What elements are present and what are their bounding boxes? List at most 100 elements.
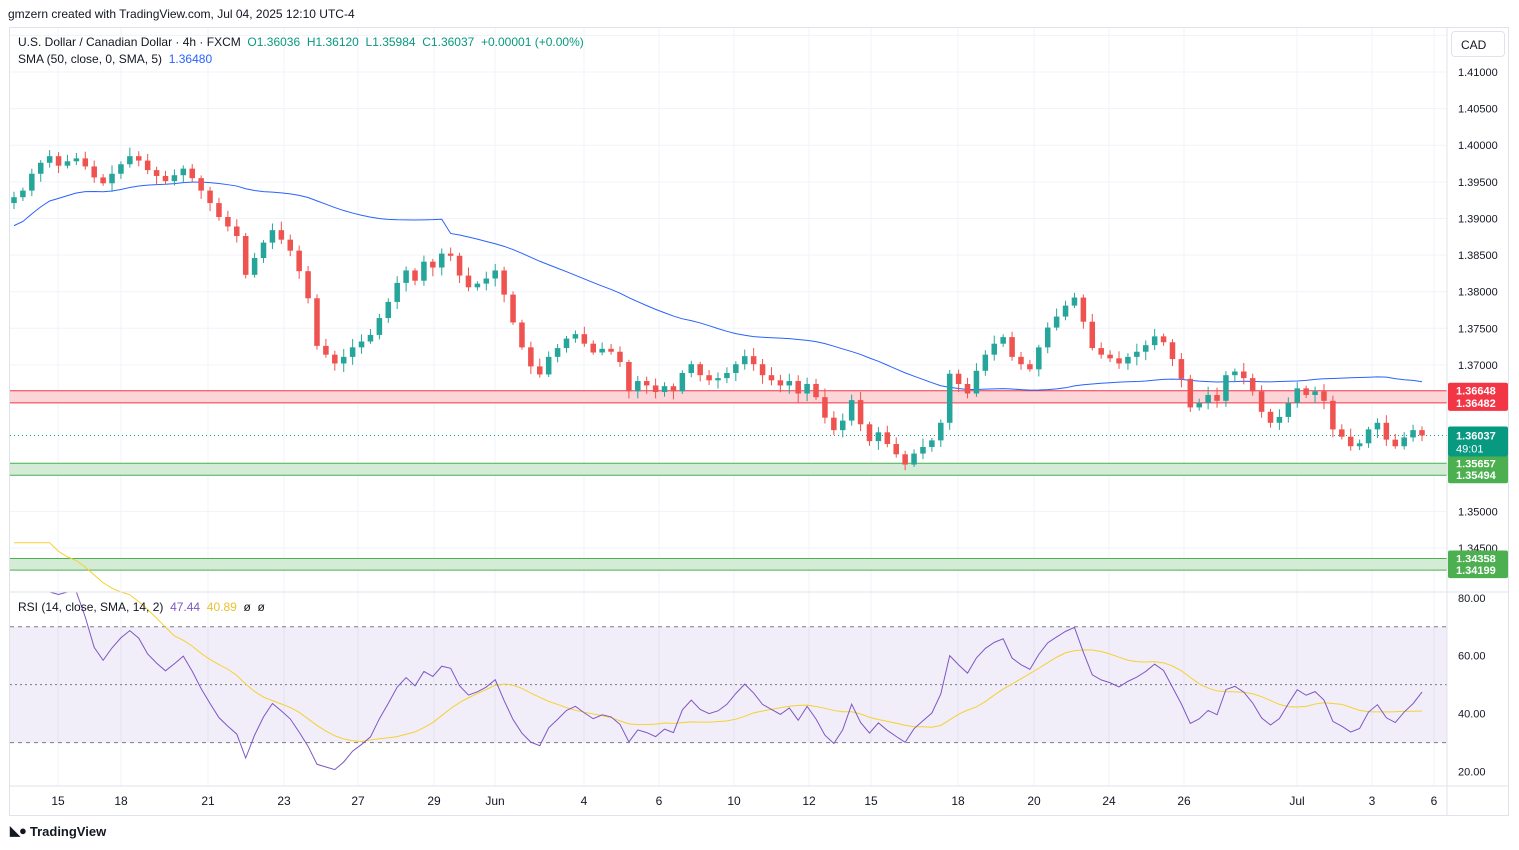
candle-body [153, 170, 160, 176]
rsi-band-fill [10, 626, 1447, 743]
candle-body [1125, 356, 1131, 364]
candle-body [82, 158, 89, 167]
time-tick-label: 26 [1177, 794, 1191, 808]
candle-body [920, 446, 926, 454]
candle-body [795, 381, 801, 394]
candle-body [875, 432, 882, 442]
candle-body [813, 383, 819, 398]
candle-body [1205, 394, 1211, 404]
candle-body [839, 420, 846, 431]
zone-price-tag [1448, 394, 1508, 411]
time-tick-label: 27 [351, 794, 365, 808]
candle-body [652, 385, 659, 393]
candle-body [991, 343, 998, 355]
time-tick-label: 18 [114, 794, 128, 808]
candle-body [1374, 422, 1381, 430]
candle-body [679, 372, 686, 392]
rsi-tick-label: 20.00 [1458, 767, 1486, 779]
candle-body [1285, 403, 1292, 417]
candle-body [866, 424, 873, 442]
candle-body [305, 271, 311, 299]
candle-body [1080, 297, 1087, 322]
candle-body [1356, 443, 1363, 447]
price-zones [10, 390, 1448, 571]
candle-body [55, 156, 62, 166]
candle-body [20, 190, 26, 198]
candle-body [929, 440, 935, 447]
candle-body [465, 275, 472, 288]
candle-body [376, 318, 383, 335]
candle-body [804, 383, 810, 394]
time-tick-label: 6 [1431, 794, 1438, 808]
candle-body [510, 294, 516, 323]
candle-body [590, 343, 597, 353]
candle-body [332, 354, 338, 364]
zone-price-tag [1448, 467, 1508, 484]
candle-body [661, 386, 668, 393]
time-tick-label: Jun [485, 794, 504, 808]
candle-body [715, 378, 721, 381]
rsi-legend[interactable]: RSI (14, close, SMA, 14, 2) 47.44 40.89 … [18, 600, 265, 614]
candle-body [216, 203, 222, 217]
candle-body [198, 178, 204, 191]
candle-body [1321, 391, 1327, 401]
candle-body [519, 322, 525, 348]
candle-body [697, 364, 703, 376]
price-tick-label: 1.35000 [1458, 506, 1498, 518]
candle-body [643, 381, 650, 386]
candle-body [1169, 342, 1176, 360]
sma-value: 1.36480 [168, 52, 213, 66]
candle-body [109, 173, 115, 184]
candle-body [1000, 337, 1006, 344]
time-tick-label: 15 [864, 794, 878, 808]
candle-body [1196, 403, 1202, 408]
high-value: H1.36120 [306, 35, 359, 49]
candle-body [964, 383, 971, 394]
candle-body [599, 348, 605, 353]
candle-body [189, 168, 195, 179]
price-tick-label: 1.41000 [1458, 67, 1498, 79]
candle-body [1401, 437, 1407, 447]
candle-body [911, 453, 917, 465]
candle-body [1107, 354, 1113, 359]
tradingview-logo[interactable]: ◣● TradingView [10, 823, 106, 839]
price-tick-label: 1.39000 [1458, 213, 1498, 225]
sma-legend[interactable]: SMA (50, close, 0, SMA, 5) 1.36480 [18, 52, 212, 66]
candle-body [385, 301, 392, 319]
candle-body [1027, 364, 1033, 370]
candle-body [1009, 337, 1015, 357]
currency-button[interactable]: CAD [1451, 31, 1505, 57]
candle-body [1383, 422, 1390, 440]
last-price-tag [1448, 426, 1508, 457]
candle-body [1142, 345, 1149, 352]
zone-price-label: 1.36482 [1456, 398, 1496, 410]
candle-body [1312, 391, 1318, 395]
candle-body [64, 161, 71, 166]
candle-body [430, 261, 436, 268]
candle-body [572, 334, 579, 339]
candle-body [1151, 336, 1158, 346]
candle-body [260, 242, 267, 258]
candle-body [251, 257, 258, 275]
candle-body [1071, 297, 1078, 306]
candle-body [1036, 347, 1042, 370]
candle-body [474, 283, 481, 288]
zone-price-label: 1.36648 [1456, 386, 1496, 398]
time-tick-label: 23 [277, 794, 291, 808]
candle-body [234, 226, 240, 237]
price-tick-label: 1.40500 [1458, 104, 1498, 116]
candle-body [617, 351, 623, 363]
candle-body [955, 373, 962, 384]
candle-body [91, 166, 97, 178]
candle-body [1276, 416, 1283, 423]
candle-body [1267, 411, 1274, 423]
bar-countdown-label: 49:01 [1456, 443, 1484, 455]
candle-body [1116, 358, 1122, 364]
candle-body [340, 356, 347, 364]
candle-body [786, 381, 793, 386]
candle-body [171, 175, 178, 182]
candle-body [1044, 327, 1051, 348]
candle-body [777, 380, 784, 386]
time-tick-label: 12 [802, 794, 816, 808]
